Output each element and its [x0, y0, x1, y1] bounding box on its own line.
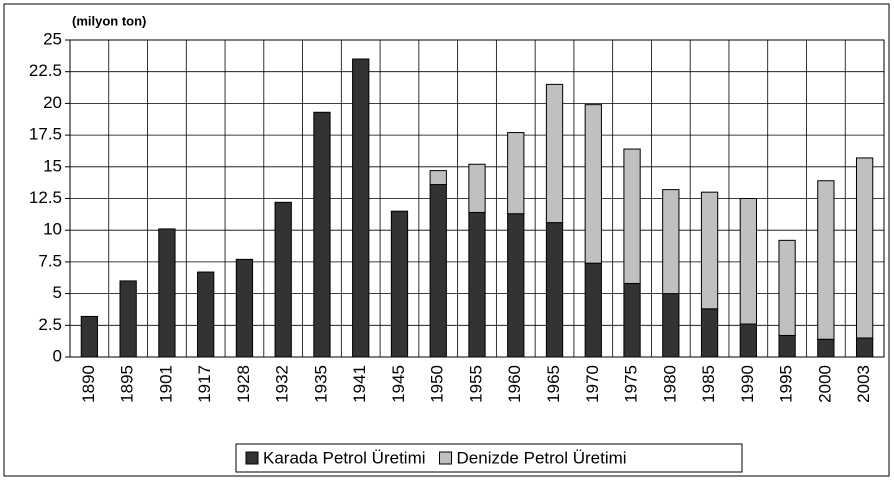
bar-segment [855, 157, 874, 339]
x-tick-label: 1890 [79, 365, 98, 403]
bar-segment [274, 201, 292, 358]
bar-segment [545, 83, 564, 224]
x-tick-label: 1995 [777, 365, 796, 403]
x-tick-label: 1945 [389, 365, 408, 403]
bar-segment [119, 280, 137, 358]
bar-segment [390, 210, 409, 358]
x-tick-label: 1917 [195, 365, 214, 403]
bar-segment [623, 282, 641, 358]
x-tick-label: 1985 [699, 365, 718, 403]
bar-segment [662, 189, 680, 295]
bar-segment [662, 293, 680, 358]
y-tick-label: 17.5 [29, 125, 62, 144]
x-tick-label: 1895 [118, 365, 137, 403]
y-tick-label: 22.5 [29, 61, 62, 80]
bar-segment [80, 315, 99, 358]
bar-segment [468, 163, 486, 213]
bar-segment [778, 334, 796, 358]
bar-segment [197, 271, 215, 358]
bar-segment [778, 239, 796, 336]
bar-segment [507, 132, 525, 215]
x-tick-label: 1970 [583, 365, 602, 403]
bar-segment [739, 198, 757, 325]
y-tick-label: 2.5 [38, 315, 62, 334]
x-tick-label: 1928 [234, 365, 253, 403]
y-tick-label: 12.5 [29, 188, 62, 207]
legend-swatch [245, 451, 259, 465]
bar-segment [545, 222, 564, 358]
bar-segment [352, 58, 370, 358]
bar-segment [739, 323, 757, 358]
bar-segment [700, 308, 719, 358]
bar-segment [429, 184, 447, 358]
y-tick-label: 15 [43, 156, 62, 175]
legend-label: Denizde Petrol Üretimi [457, 448, 627, 467]
y-tick-label: 7.5 [38, 251, 62, 270]
x-tick-label: 2000 [815, 365, 834, 403]
bar-segment [817, 180, 835, 340]
bar-segment [584, 104, 602, 264]
legend-box [235, 443, 743, 473]
bar-segment [235, 258, 254, 358]
x-tick-label: 1950 [428, 365, 447, 403]
x-tick-label: 1990 [738, 365, 757, 403]
y-tick-label: 5 [53, 283, 62, 302]
legend-swatch [439, 451, 453, 465]
y-axis-label: (milyon ton) [72, 13, 146, 28]
bar-segment [855, 337, 874, 358]
bar-segment [507, 213, 525, 358]
x-tick-label: 1975 [622, 365, 641, 403]
bar-segment [700, 191, 719, 310]
bar-segment [623, 148, 641, 284]
x-tick-label: 1965 [544, 365, 563, 403]
y-tick-label: 10 [43, 220, 62, 239]
bar-segment [468, 211, 486, 358]
x-tick-label: 1935 [311, 365, 330, 403]
bar-segment [817, 338, 835, 358]
bar-segment [158, 228, 176, 358]
legend-label: Karada Petrol Üretimi [263, 448, 426, 467]
bar-segment [313, 111, 331, 358]
x-tick-label: 1980 [660, 365, 679, 403]
x-tick-label: 2003 [854, 365, 873, 403]
x-tick-label: 1941 [350, 365, 369, 403]
x-tick-label: 1960 [505, 365, 524, 403]
bar-segment [584, 262, 602, 358]
x-tick-label: 1932 [273, 365, 292, 403]
bar-segment [429, 170, 447, 186]
x-tick-label: 1901 [156, 365, 175, 403]
y-tick-label: 25 [43, 29, 62, 48]
y-tick-label: 0 [53, 346, 62, 365]
y-tick-label: 20 [43, 93, 62, 112]
x-tick-label: 1955 [466, 365, 485, 403]
